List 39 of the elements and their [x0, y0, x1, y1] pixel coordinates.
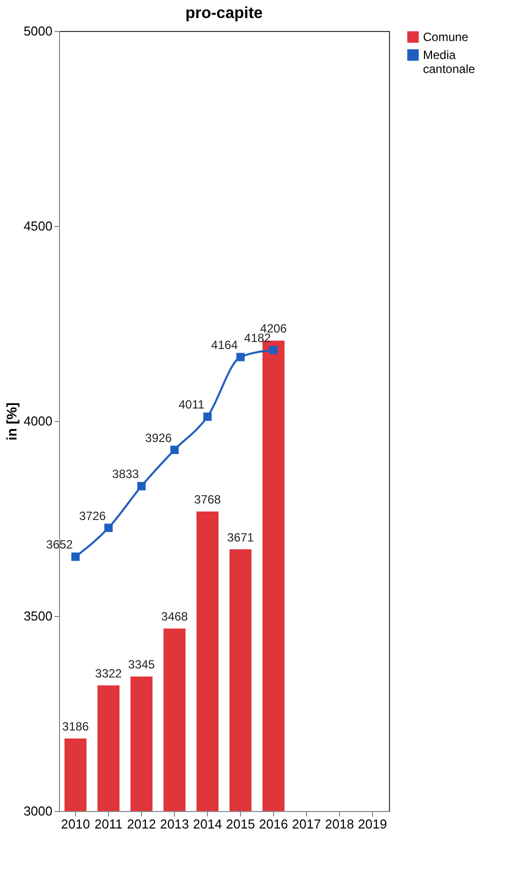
- point: [104, 524, 113, 532]
- chart-title: pro-capite: [185, 5, 263, 22]
- data-label: 3652: [46, 538, 74, 552]
- x-tick-label: 2019: [358, 816, 387, 832]
- y-tick-label: 3000: [24, 804, 52, 818]
- data-label: 3726: [79, 508, 106, 523]
- y-tick-label: 3500: [24, 608, 52, 624]
- point: [203, 412, 212, 421]
- point: [269, 346, 278, 354]
- data-label: 3768: [194, 492, 222, 506]
- x-tick-label: 2011: [94, 816, 122, 832]
- data-label: 3186: [62, 719, 90, 734]
- x-tick-label: 2010: [61, 816, 90, 832]
- x-tick-label: 2015: [226, 816, 255, 832]
- x-tick-label: 2017: [292, 816, 321, 832]
- data-label: 3671: [227, 530, 254, 544]
- point: [236, 352, 245, 362]
- data-label: 4011: [178, 398, 205, 412]
- x-tick-label: 2013: [160, 816, 189, 832]
- data-label: 3345: [128, 657, 156, 672]
- point: [170, 446, 179, 454]
- y-tick-label: 5000: [24, 24, 52, 38]
- data-label: 4164: [211, 338, 238, 352]
- data-label: 4182: [244, 331, 272, 346]
- data-label: 3833: [112, 467, 140, 482]
- data-label: 3926: [145, 430, 172, 445]
- y-tick-label: 4500: [24, 218, 52, 234]
- data-label: 3322: [95, 666, 122, 680]
- data-label: 3468: [161, 609, 188, 624]
- legend-label: Comune: [423, 30, 469, 44]
- y-axis-title: in [%]: [4, 402, 20, 441]
- x-tick-label: 2018: [325, 816, 354, 832]
- legend-label: Media cantonale: [423, 48, 476, 76]
- point: [137, 482, 146, 490]
- x-tick-label: 2016: [259, 816, 288, 832]
- x-tick-label: 2012: [127, 816, 156, 832]
- y-tick-label: 4000: [24, 414, 52, 428]
- point: [71, 552, 80, 561]
- x-tick-label: 2014: [193, 816, 222, 832]
